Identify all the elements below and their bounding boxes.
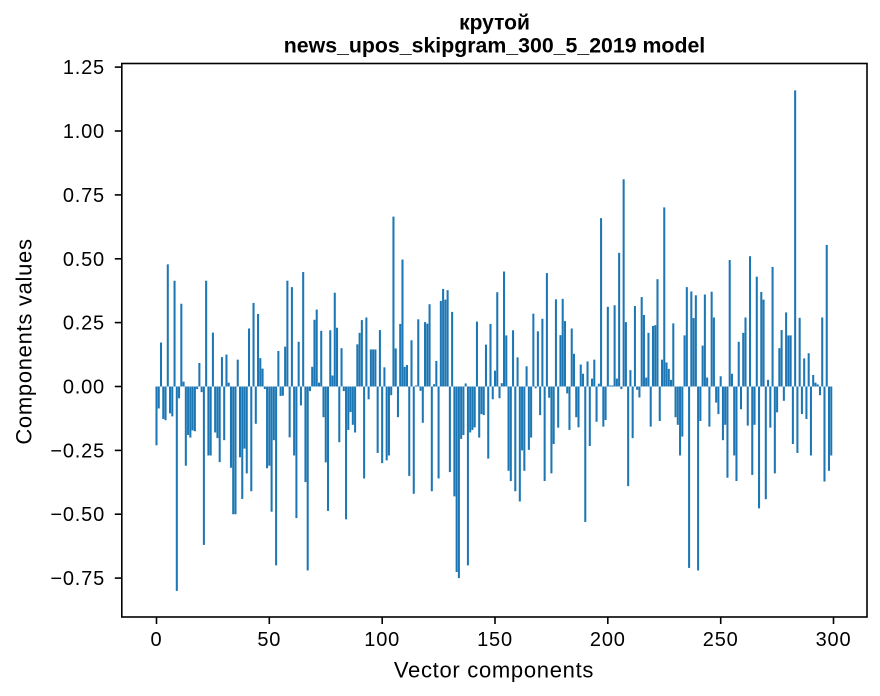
svg-text:−0.25: −0.25 xyxy=(50,440,105,462)
svg-text:0.00: 0.00 xyxy=(63,377,105,399)
svg-text:0.75: 0.75 xyxy=(63,185,105,207)
svg-text:200: 200 xyxy=(590,629,626,651)
svg-text:Components values: Components values xyxy=(12,238,37,444)
svg-text:100: 100 xyxy=(364,629,400,651)
svg-text:50: 50 xyxy=(257,629,281,651)
svg-text:300: 300 xyxy=(816,629,852,651)
svg-text:news_upos_skipgram_300_5_2019: news_upos_skipgram_300_5_2019 model xyxy=(284,33,705,57)
svg-text:крутой: крутой xyxy=(459,12,530,35)
svg-text:0.50: 0.50 xyxy=(63,249,105,271)
svg-text:1.25: 1.25 xyxy=(63,57,105,79)
svg-text:1.00: 1.00 xyxy=(63,121,105,143)
svg-text:Vector components: Vector components xyxy=(394,658,594,683)
svg-text:250: 250 xyxy=(703,629,739,651)
svg-text:−0.75: −0.75 xyxy=(50,568,105,590)
svg-text:−0.50: −0.50 xyxy=(50,504,105,526)
svg-text:0.25: 0.25 xyxy=(63,313,105,335)
svg-text:150: 150 xyxy=(477,629,513,651)
svg-text:0: 0 xyxy=(151,629,163,651)
